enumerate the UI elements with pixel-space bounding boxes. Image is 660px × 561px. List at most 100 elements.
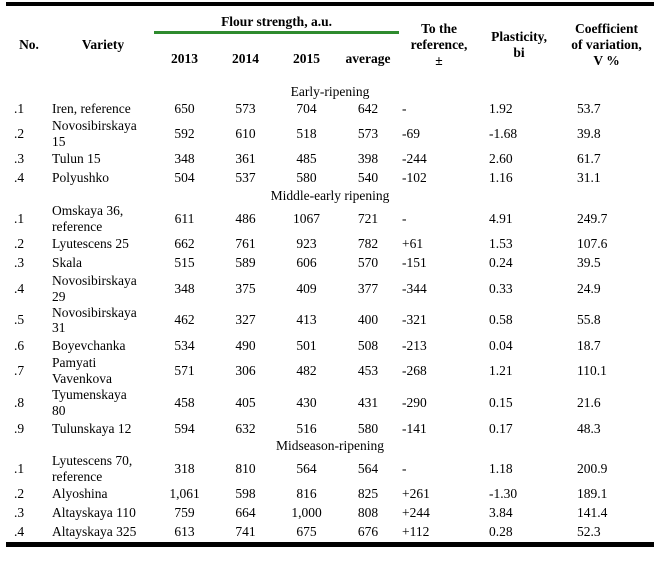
variety-name: Tyumenskaya 80 [52, 387, 154, 419]
value-plasticity: 0.15 [489, 395, 513, 411]
variety-name: Omskaya 36, reference [52, 203, 154, 235]
value-to-reference: - [402, 461, 407, 477]
value-cv: 55.8 [577, 312, 601, 328]
table-row: .3 Skala 515 589 606 570 -151 0.24 39.5 [6, 254, 654, 273]
row-number: .5 [14, 312, 25, 328]
row-number: .2 [14, 125, 25, 141]
value-plasticity: 0.33 [489, 280, 513, 296]
cv-label: Coefficient of variation, V % [571, 21, 642, 68]
value-to-reference: -244 [402, 151, 427, 167]
col-header-no-label: No. [19, 37, 39, 53]
value-plasticity: -1.68 [489, 125, 518, 141]
value-2013: 571 [174, 363, 195, 379]
table-row: .4 Polyushko 504 537 580 540 -102 1.16 31.1 [6, 169, 654, 188]
value-cv: 48.3 [577, 420, 601, 436]
value-2014: 589 [235, 255, 256, 271]
value-to-reference: -69 [402, 125, 421, 141]
value-cv: 53.7 [577, 100, 601, 116]
value-plasticity: 3.84 [489, 505, 513, 521]
row-number: .1 [14, 210, 25, 226]
row-number: .8 [14, 395, 25, 411]
value-2014: 490 [235, 337, 256, 353]
year-average-label: average [345, 51, 391, 67]
value-to-reference: +112 [402, 524, 430, 540]
table-row: .8 Tyumenskaya 80 458 405 430 431 -290 0.15 21.6 [6, 387, 654, 419]
value-2013: 592 [174, 125, 195, 141]
header-row-years: 2013 2014 2015 average [6, 33, 654, 85]
variety-name-text: Boyevchanka [52, 337, 126, 353]
variety-name-text: Lyutescens 70, reference [52, 453, 133, 484]
value-2015: 564 [296, 461, 317, 477]
row-number: .4 [14, 280, 25, 296]
value-cv: 52.3 [577, 524, 601, 540]
col-group-flour-strength: Flour strength, a.u. [154, 4, 400, 34]
to-reference-label: To the reference, ± [410, 21, 468, 68]
value-cv: 31.1 [577, 170, 601, 186]
value-2014: 361 [235, 151, 256, 167]
variety-name-text: Tulun 15 [52, 151, 101, 167]
variety-name: Novosibirskaya 29 [52, 273, 154, 305]
variety-name-text: Lyutescens 25 [52, 236, 129, 252]
value-plasticity: 0.24 [489, 255, 513, 271]
table-header: No. Variety Flour strength, a.u. To the … [6, 4, 654, 84]
variety-name-text: Altayskaya 110 [52, 505, 136, 521]
value-2015: 923 [296, 236, 317, 252]
variety-name: Altayskaya 325 [52, 523, 154, 545]
value-cv: 189.1 [577, 486, 608, 502]
ripening-group-row: Early-ripening [6, 84, 654, 99]
variety-name: Polyushko [52, 169, 154, 188]
row-number: .6 [14, 337, 25, 353]
variety-name: Tulunskaya 12 [52, 419, 154, 438]
year-2013-label: 2013 [171, 51, 198, 67]
variety-name-text: Pamyati Vavenkova [52, 355, 112, 387]
ripening-group-title: Middle-early ripening [270, 187, 390, 203]
table-row: .2 Novosibirskaya 15 592 610 518 573 -69 -1.68 3… [6, 118, 654, 150]
value-2014: 573 [235, 100, 256, 116]
table-row: .3 Altayskaya 110 759 664 1,000 808 +244 3.84 14… [6, 504, 654, 523]
col-header-variety: Variety [52, 4, 154, 84]
value-cv: 61.7 [577, 151, 601, 167]
value-to-reference: -213 [402, 337, 427, 353]
value-average: 400 [357, 312, 379, 328]
value-average: 540 [357, 170, 379, 186]
row-number: .4 [14, 170, 25, 186]
table-row: .7 Pamyati Vavenkova 571 306 482 453 -268 1.21 1… [6, 355, 654, 387]
value-cv: 141.4 [577, 505, 608, 521]
value-plasticity: 4.91 [489, 210, 513, 226]
value-2015: 580 [296, 170, 317, 186]
value-plasticity: 1.21 [489, 363, 513, 379]
value-average: 453 [357, 363, 379, 379]
table-row: .1 Omskaya 36, reference 611 486 1067 721 - 4.9… [6, 203, 654, 235]
value-2015: 409 [296, 280, 317, 296]
value-2015: 1067 [293, 210, 320, 226]
value-2014: 810 [235, 461, 256, 477]
value-plasticity: -1.30 [489, 486, 518, 502]
value-average: 431 [357, 395, 379, 411]
variety-name-text: Novosibirskaya 15 [52, 118, 137, 149]
variety-name: Alyoshina [52, 485, 154, 504]
value-plasticity: 0.04 [489, 337, 513, 353]
value-average: 808 [357, 505, 379, 521]
table-row: .4 Novosibirskaya 29 348 375 409 377 -344 0.33 2… [6, 273, 654, 305]
value-to-reference: +244 [402, 505, 430, 521]
header-row-top: No. Variety Flour strength, a.u. To the … [6, 4, 654, 68]
col-header-average: average [337, 33, 399, 85]
value-cv: 39.5 [577, 255, 601, 271]
col-header-no: No. [6, 4, 52, 84]
variety-name: Lyutescens 25 [52, 235, 154, 254]
variety-name: Novosibirskaya 15 [52, 118, 154, 150]
value-2014: 327 [235, 312, 256, 328]
variety-name: Lyutescens 70, reference [52, 453, 154, 485]
value-2014: 598 [235, 486, 256, 502]
variety-name: Iren, reference [52, 99, 154, 118]
value-2015: 606 [296, 255, 317, 271]
value-to-reference: -321 [402, 312, 427, 328]
flour-strength-group-label: Flour strength, a.u. [221, 14, 332, 30]
value-cv: 200.9 [577, 461, 608, 477]
value-average: 721 [357, 210, 379, 226]
value-2014: 486 [235, 210, 256, 226]
ripening-group-title: Early-ripening [290, 84, 370, 99]
value-2013: 515 [174, 255, 195, 271]
value-2014: 761 [235, 236, 256, 252]
